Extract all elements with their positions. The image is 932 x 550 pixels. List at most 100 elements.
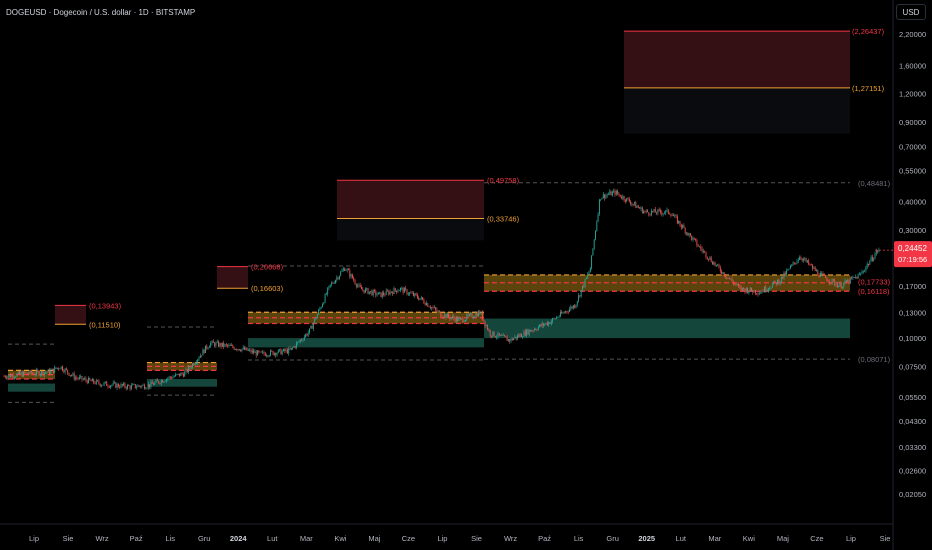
candle-body: [462, 318, 464, 322]
candle-body: [367, 288, 369, 294]
candle-body: [680, 225, 682, 228]
candle-body: [409, 292, 411, 295]
candle-body: [260, 351, 262, 353]
candle-body: [169, 376, 171, 378]
equilibrium-zone: [248, 312, 484, 324]
candle-body: [241, 348, 243, 352]
y-tick-label: 0,40000: [899, 198, 926, 207]
candle-body: [333, 283, 335, 284]
candle-body: [255, 351, 257, 356]
candle-body: [39, 374, 41, 376]
candle-body: [748, 291, 750, 293]
candle-body: [359, 284, 361, 288]
candle-body: [146, 387, 148, 389]
candle-body: [163, 381, 165, 383]
last-price-label: 0,24452: [898, 244, 927, 253]
candle-body: [696, 240, 698, 246]
candle-body: [128, 385, 130, 386]
candle-body: [346, 269, 348, 271]
candle-body: [466, 314, 468, 320]
candle-body: [585, 277, 587, 279]
x-tick-label: Sie: [880, 534, 891, 543]
y-tick-label: 0,07500: [899, 362, 926, 371]
candle-body: [10, 374, 11, 377]
candle-body: [860, 273, 862, 275]
candle-body: [55, 367, 57, 369]
candle-body: [210, 342, 212, 347]
candle-body: [726, 276, 728, 279]
candle-body: [565, 311, 567, 313]
candle-body: [397, 291, 399, 293]
candle-body: [442, 317, 444, 318]
y-tick-label: 1,20000: [899, 90, 926, 99]
candle-body: [481, 312, 483, 320]
candle-body: [648, 212, 650, 215]
candle-body: [288, 348, 290, 354]
candle-body: [240, 350, 242, 352]
x-tick-label: Mar: [708, 534, 721, 543]
candle-body: [498, 333, 500, 336]
y-tick-label: 1,60000: [899, 61, 926, 70]
candle-body: [526, 329, 528, 336]
x-tick-label: Lip: [29, 534, 39, 543]
candle-body: [303, 336, 305, 340]
candle-body: [799, 257, 801, 260]
candle-body: [286, 349, 288, 354]
candle-body: [280, 349, 282, 355]
currency-button[interactable]: USD: [896, 4, 926, 20]
candle-body: [106, 381, 108, 386]
candle-body: [519, 334, 521, 337]
candle-body: [20, 372, 22, 375]
candle-body: [842, 286, 843, 289]
candle-body: [306, 334, 308, 336]
candle-body: [362, 289, 364, 291]
candle-body: [764, 286, 765, 292]
candle-body: [864, 270, 866, 272]
candle-body: [488, 329, 490, 331]
candle-body: [676, 216, 678, 224]
candle-body: [121, 384, 123, 386]
candle-body: [571, 306, 573, 309]
countdown-label: 07:19:56: [898, 255, 927, 264]
candle-body: [292, 347, 294, 349]
supply-zone: [337, 180, 484, 219]
candle-body: [250, 349, 252, 353]
candle-body: [615, 190, 617, 195]
candle-body: [190, 367, 192, 369]
y-tick-label: 0,55000: [899, 166, 926, 175]
candle-body: [483, 319, 485, 321]
candle-body: [234, 349, 236, 350]
candle-body: [848, 279, 850, 284]
candle-body: [302, 339, 304, 341]
candle-body: [172, 376, 174, 379]
candle-body: [766, 290, 768, 292]
candle-body: [662, 213, 664, 215]
x-tick-label: Wrz: [95, 534, 108, 543]
candle-body: [43, 372, 45, 376]
candle-body: [494, 336, 496, 338]
candle-body: [411, 292, 413, 294]
candle-body: [836, 284, 838, 288]
candle-body: [618, 193, 620, 195]
candle-body: [34, 374, 36, 375]
candle-body: [559, 311, 561, 317]
candle-body: [728, 277, 730, 279]
candle-body: [418, 297, 420, 300]
candle-body: [93, 379, 95, 383]
candle-body: [104, 381, 106, 383]
candle-body: [843, 283, 845, 287]
candle-body: [740, 286, 742, 291]
candle-body: [156, 380, 158, 382]
candle-body: [636, 206, 638, 208]
candle-body: [198, 357, 200, 360]
candle-body: [91, 379, 93, 382]
candle-body: [660, 209, 661, 213]
candle-body: [479, 311, 481, 314]
candle-body: [626, 198, 628, 202]
candle-body: [238, 349, 240, 351]
candle-body: [457, 317, 459, 321]
candle-body: [787, 269, 789, 271]
candle-body: [271, 350, 273, 352]
candle-body: [84, 378, 86, 380]
